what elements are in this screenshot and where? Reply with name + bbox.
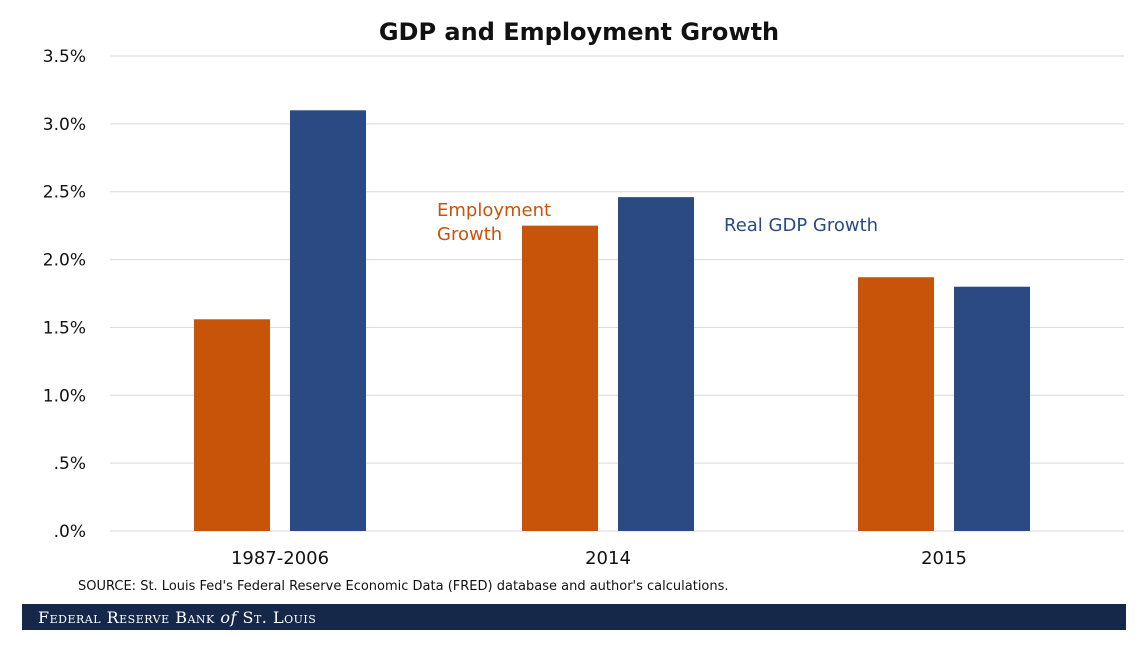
- chart-title: GDP and Employment Growth: [379, 18, 779, 46]
- y-tick-label: 3.5%: [43, 47, 86, 67]
- footer-bar: Federal Reserve Bank of St. Louis: [22, 604, 1126, 630]
- bar: [290, 110, 366, 532]
- y-tick-label: 3.0%: [43, 115, 86, 135]
- bars: [194, 110, 1030, 532]
- y-tick-label: .5%: [54, 454, 86, 474]
- y-tick-label: .0%: [54, 522, 86, 542]
- y-tick-label: 1.5%: [43, 318, 86, 338]
- x-tick-label: 2014: [585, 548, 631, 569]
- footer-brand-part2: of: [220, 608, 237, 627]
- y-tick-label: 2.0%: [43, 251, 86, 271]
- y-tick-label: 1.0%: [43, 386, 86, 406]
- bar: [194, 319, 270, 531]
- x-tick-label: 2015: [921, 548, 967, 569]
- source-note: SOURCE: St. Louis Fed's Federal Reserve …: [78, 579, 729, 594]
- x-tick-label: 1987-2006: [231, 548, 329, 569]
- footer-brand: Federal Reserve Bank of St. Louis: [38, 608, 316, 627]
- x-axis-ticks: 1987-2006 2014 2015: [231, 548, 967, 569]
- series-label-gdp: Real GDP Growth: [724, 215, 878, 236]
- series-labels: Employment Growth Real GDP Growth: [437, 200, 878, 245]
- footer-brand-part1: Federal Reserve Bank: [38, 608, 221, 627]
- series-label-employment: Employment Growth: [437, 200, 551, 245]
- gridlines: [110, 55, 1124, 532]
- bar: [858, 277, 934, 531]
- bar: [954, 286, 1030, 531]
- footer-brand-part3: St. Louis: [236, 608, 317, 627]
- y-axis-ticks: .0% .5% 1.0% 1.5% 2.0% 2.5% 3.0% 3.5%: [43, 47, 86, 542]
- bar: [618, 197, 694, 531]
- bar: [522, 225, 598, 531]
- series-label-line: Growth: [437, 224, 502, 245]
- series-label-line: Employment: [437, 200, 551, 221]
- y-tick-label: 2.5%: [43, 183, 86, 203]
